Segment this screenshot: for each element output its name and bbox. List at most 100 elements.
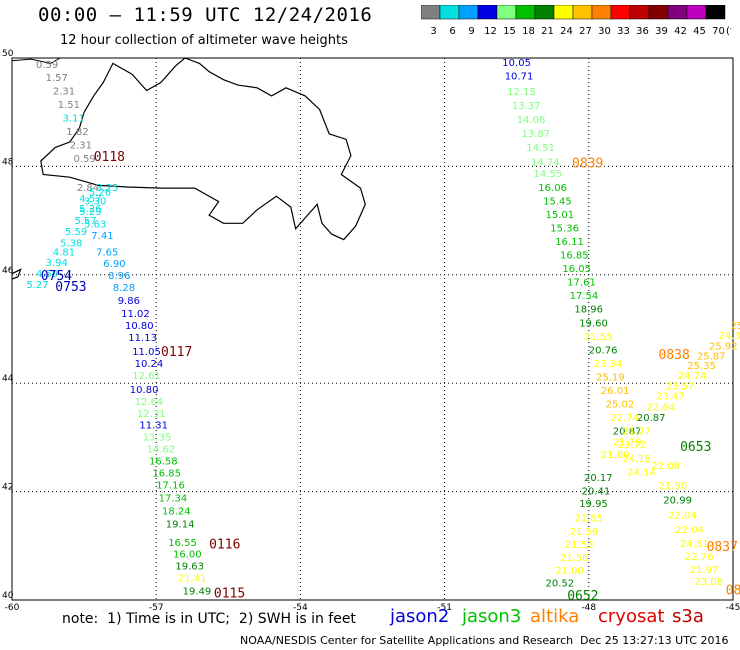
wave-height-value: 10.71 <box>505 72 534 83</box>
wave-height-value: 11.31 <box>139 421 168 432</box>
wave-height-value: 18.96 <box>574 305 603 316</box>
wave-height-value: 5.57 <box>75 216 97 227</box>
wave-height-value: 17.61 <box>567 278 596 289</box>
wave-height-value: 10.24 <box>135 359 164 370</box>
wave-height-value: 25.87 <box>697 351 726 362</box>
wave-height-value: 22.64 <box>647 402 676 413</box>
wave-height-value: 6.90 <box>103 259 125 270</box>
wave-height-value: 4.81 <box>53 247 75 258</box>
wave-height-value: 20.87 <box>613 427 642 438</box>
lat-tick-label: 44 <box>2 374 14 384</box>
legend-cryosat: cryosat <box>598 606 665 627</box>
wave-height-value: 21.00 <box>555 566 584 577</box>
wave-height-value: 5.29 <box>79 207 101 218</box>
lon-tick-label: -48 <box>581 603 596 613</box>
wave-height-value: 1.82 <box>66 127 88 138</box>
wave-height-value: 10.05 <box>502 58 531 69</box>
wave-height-value: 5.27 <box>26 280 48 291</box>
wave-height-value: 15.01 <box>546 210 575 221</box>
wave-height-value: 20.41 <box>582 486 611 497</box>
pass-time-label: 0116 <box>209 538 240 553</box>
wave-height-value: 3.25 <box>96 183 118 194</box>
wave-height-value: 5.26 <box>79 204 101 215</box>
wave-height-value: 16.58 <box>149 457 178 468</box>
wave-height-value: 20.52 <box>546 579 575 590</box>
wave-height-value: 9.86 <box>118 296 140 307</box>
wave-height-value: 25.19 <box>596 373 625 384</box>
wave-height-value: 4.59 <box>36 269 58 280</box>
wave-height-value: 8.28 <box>113 283 135 294</box>
wave-height-value: 22.04 <box>675 525 704 536</box>
wave-height-value: 20.99 <box>663 496 692 507</box>
note-text: note: 1) Time is in UTC; 2) SWH is in fe… <box>62 611 356 627</box>
wave-height-value: 19.95 <box>579 499 608 510</box>
wave-height-value: 22.04 <box>668 511 697 522</box>
wave-height-value: 26.01 <box>601 386 630 397</box>
pass-time-label: 0838 <box>659 348 690 363</box>
wave-height-value: 11.05 <box>132 347 161 358</box>
scale-label: 27 <box>579 26 592 37</box>
scale-label: 39 <box>655 26 668 37</box>
scale-label: 15 <box>503 26 516 37</box>
wave-height-value: 25.35 <box>687 361 716 372</box>
wave-height-value: 25.13 <box>731 321 740 332</box>
wave-height-value: 11.13 <box>128 333 157 344</box>
wave-height-value: 5.63 <box>84 220 106 231</box>
wave-height-value: 24.14 <box>627 467 656 478</box>
page-subtitle: 12 hour collection of altimeter wave hei… <box>60 33 348 48</box>
wave-height-value: 21.59 <box>570 527 599 538</box>
wave-height-value: 17.16 <box>156 480 185 491</box>
newfoundland-coastline <box>40 57 366 241</box>
wave-height-value: 13.87 <box>522 129 551 140</box>
wave-height-value: 25.02 <box>606 400 635 411</box>
wave-height-value: 4.57 <box>79 194 101 205</box>
wave-height-value: 14.06 <box>517 115 546 126</box>
wave-height-value: 3.94 <box>46 258 68 269</box>
pass-time-label: 0754 <box>41 269 72 284</box>
map-frame <box>11 57 734 601</box>
lat-tick-label: 40 <box>2 591 14 601</box>
wave-height-value: 8.96 <box>108 271 130 282</box>
scale-swatch <box>705 5 726 20</box>
scale-label: 45 <box>693 26 706 37</box>
wave-height-value: 21.55 <box>584 332 613 343</box>
wave-height-value: 22.08 <box>651 461 680 472</box>
wave-height-value: 3.30 <box>84 196 106 207</box>
wave-height-value: 2.31 <box>53 86 75 97</box>
wave-height-value: 17.34 <box>159 493 188 504</box>
wave-height-value: 20.17 <box>584 473 613 484</box>
wave-height-value: 22.76 <box>685 552 714 563</box>
page-title: 00:00 – 11:59 UTC 12/24/2016 <box>38 4 373 26</box>
wave-height-value: 24.32 <box>719 331 740 342</box>
wave-height-value: 2.31 <box>70 141 92 152</box>
footer-timestamp: Dec 25 13:27:13 UTC 2016 <box>580 634 729 647</box>
wave-height-value: 0.59 <box>36 60 58 71</box>
wave-height-value: 12.15 <box>507 87 536 98</box>
wave-height-value: 10.80 <box>130 385 159 396</box>
legend-jason3: jason3 <box>462 606 522 627</box>
legend-jason2: jason2 <box>390 606 450 627</box>
wave-height-value: 21.85 <box>574 513 603 524</box>
legend-s3a: s3a <box>672 606 704 627</box>
wave-height-value: 16.06 <box>538 183 567 194</box>
pass-time-label: 0837 <box>707 540 738 555</box>
wave-height-value: 5.59 <box>65 227 87 238</box>
scale-label: 33 <box>617 26 630 37</box>
wave-height-value: 23.57 <box>666 382 695 393</box>
wave-height-value: 21.41 <box>178 574 207 585</box>
wave-height-value: 12.64 <box>135 397 164 408</box>
nova-scotia-coastline <box>11 268 22 280</box>
pass-time-label: 0117 <box>161 345 192 360</box>
scale-label: 21 <box>541 26 554 37</box>
wave-height-value: 13.35 <box>143 433 172 444</box>
wave-height-value: 11.02 <box>121 309 150 320</box>
pass-time-label: 08 <box>726 584 740 599</box>
scale-label: 6 <box>449 26 455 37</box>
wave-height-value: 21.80 <box>601 450 630 461</box>
wave-height-value: 20.87 <box>637 413 666 424</box>
wave-height-value: 5.26 <box>89 188 111 199</box>
pass-time-label: 0118 <box>94 150 125 165</box>
wave-height-value: 13.37 <box>512 101 541 112</box>
